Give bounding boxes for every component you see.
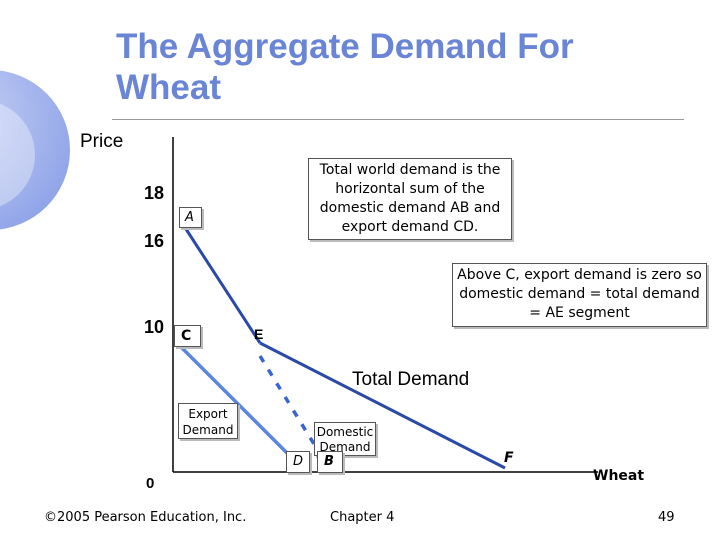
domestic-demand-label: Domestic Demand bbox=[314, 422, 376, 456]
point-d-label: D bbox=[286, 451, 310, 473]
export-demand-line bbox=[175, 341, 298, 464]
copyright-footer: ©2005 Pearson Education, Inc. bbox=[44, 510, 247, 525]
total-demand-label: Total Demand bbox=[352, 369, 470, 390]
wheat-axis-label: Wheat bbox=[593, 468, 645, 484]
origin-label: 0 bbox=[146, 475, 155, 492]
price-tick-10: 10 bbox=[143, 317, 164, 337]
price-tick-18: 18 bbox=[143, 183, 164, 203]
title-divider bbox=[112, 119, 684, 120]
page-number: 49 bbox=[658, 510, 675, 525]
slide-title: The Aggregate Demand For Wheat bbox=[116, 27, 574, 108]
price-tick-16: 16 bbox=[143, 231, 164, 251]
point-a-label: A bbox=[179, 207, 202, 228]
domestic-demand-line bbox=[258, 355, 327, 463]
horizontal-sum-note: Total world demand is the horizontal sum… bbox=[308, 158, 512, 240]
above-c-note: Above C, export demand is zero so domest… bbox=[452, 263, 707, 327]
point-e-label: E bbox=[254, 326, 264, 342]
chapter-footer: Chapter 4 bbox=[330, 510, 395, 525]
export-demand-label: Export Demand bbox=[178, 403, 238, 439]
price-axis-label: Price bbox=[80, 131, 124, 152]
point-c-label: C bbox=[174, 325, 201, 347]
decor-circle-large bbox=[0, 70, 70, 230]
total-demand-line-ef bbox=[259, 341, 506, 470]
decor-circle-inner bbox=[0, 103, 35, 207]
point-b-label: B bbox=[317, 451, 343, 473]
total-demand-line-ae bbox=[182, 225, 262, 344]
point-f-label: F bbox=[504, 450, 514, 466]
